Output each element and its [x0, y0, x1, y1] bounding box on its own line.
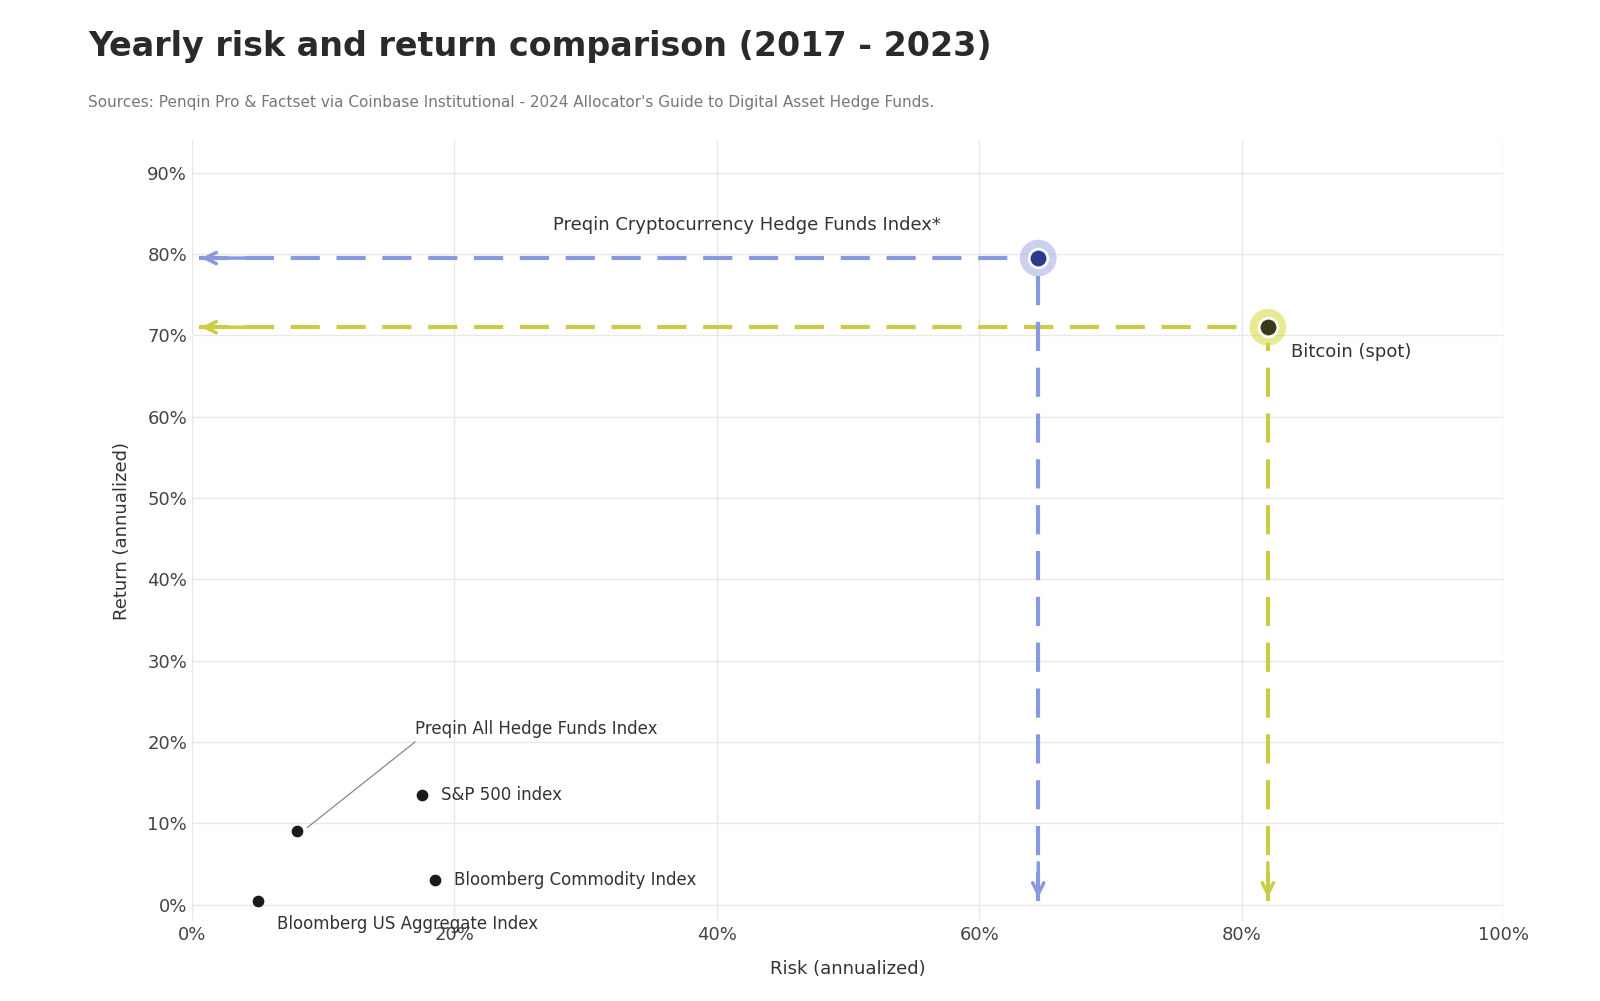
Y-axis label: Return (annualized): Return (annualized) — [112, 441, 131, 620]
Point — [1254, 319, 1280, 335]
Text: Bitcoin (spot): Bitcoin (spot) — [1291, 343, 1411, 361]
Text: Bloomberg Commodity Index: Bloomberg Commodity Index — [454, 871, 696, 889]
Text: Preqin All Hedge Funds Index: Preqin All Hedge Funds Index — [414, 720, 658, 738]
Point — [1026, 250, 1051, 266]
Text: Bloomberg US Aggregate Index: Bloomberg US Aggregate Index — [277, 915, 539, 933]
X-axis label: Risk (annualized): Risk (annualized) — [770, 960, 926, 978]
Point — [1026, 250, 1051, 266]
Point — [285, 824, 310, 840]
Text: S&P 500 index: S&P 500 index — [442, 786, 562, 804]
Text: Yearly risk and return comparison (2017 - 2023): Yearly risk and return comparison (2017 … — [88, 30, 992, 63]
Point — [245, 893, 270, 909]
Point — [422, 872, 448, 888]
Point — [1254, 319, 1280, 335]
Text: Preqin Cryptocurrency Hedge Funds Index*: Preqin Cryptocurrency Hedge Funds Index* — [554, 215, 941, 233]
Text: Sources: Penqin Pro & Factset via Coinbase Institutional - 2024 Allocator's Guid: Sources: Penqin Pro & Factset via Coinba… — [88, 95, 934, 110]
Point — [410, 787, 435, 803]
